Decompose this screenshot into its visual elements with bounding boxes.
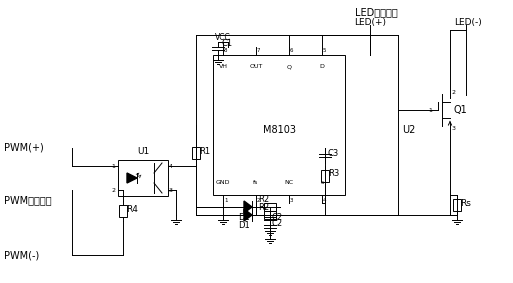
- Text: LED(+): LED(+): [354, 18, 386, 27]
- Bar: [119, 205, 127, 217]
- Bar: [264, 211, 276, 219]
- Text: C1: C1: [221, 40, 232, 48]
- Text: LED(-): LED(-): [454, 18, 482, 27]
- Text: C2: C2: [272, 213, 283, 222]
- Text: fs: fs: [253, 181, 259, 185]
- Text: 1: 1: [428, 108, 432, 113]
- Text: U2: U2: [402, 125, 416, 135]
- Text: 4: 4: [323, 198, 326, 203]
- Text: LED负载输出: LED负载输出: [355, 7, 398, 17]
- Text: VCC: VCC: [215, 33, 231, 42]
- Bar: [321, 170, 329, 182]
- Text: NC: NC: [284, 181, 293, 185]
- Text: 7: 7: [257, 48, 261, 53]
- Text: 3: 3: [290, 198, 293, 203]
- Bar: [453, 199, 461, 211]
- Text: Q: Q: [286, 65, 291, 70]
- Text: R3: R3: [328, 170, 339, 179]
- Text: VH: VH: [219, 65, 227, 70]
- Text: OUT: OUT: [249, 65, 263, 70]
- Text: Q1: Q1: [453, 105, 467, 115]
- Text: D: D: [320, 65, 324, 70]
- Text: GND: GND: [216, 181, 230, 185]
- Text: R4: R4: [126, 205, 138, 213]
- Text: C2: C2: [272, 220, 283, 228]
- Text: 2: 2: [257, 198, 261, 203]
- Text: U1: U1: [137, 147, 149, 156]
- Text: Rs: Rs: [460, 198, 471, 207]
- Text: PWM(-): PWM(-): [4, 250, 40, 260]
- Text: C3: C3: [327, 149, 338, 158]
- Polygon shape: [127, 173, 137, 183]
- Text: 1: 1: [224, 198, 227, 203]
- Text: 3: 3: [452, 125, 456, 130]
- Bar: [118, 160, 168, 196]
- Text: 4: 4: [169, 164, 173, 168]
- Bar: [264, 203, 276, 211]
- Text: R1: R1: [199, 147, 210, 155]
- Polygon shape: [244, 209, 252, 221]
- Polygon shape: [244, 201, 252, 213]
- Text: D1: D1: [238, 213, 250, 222]
- Bar: [213, 55, 345, 195]
- Text: R2: R2: [259, 203, 269, 211]
- Text: R2: R2: [259, 194, 269, 203]
- Bar: [192, 147, 200, 159]
- Text: 2: 2: [111, 188, 115, 192]
- Text: 1: 1: [111, 164, 115, 168]
- Text: D1: D1: [238, 220, 250, 230]
- Text: PWM(+): PWM(+): [4, 143, 44, 153]
- Text: 6: 6: [290, 48, 293, 53]
- Text: M8103: M8103: [263, 125, 295, 135]
- Text: 3: 3: [169, 188, 173, 192]
- Text: 5: 5: [323, 48, 326, 53]
- Text: 8: 8: [224, 48, 227, 53]
- Text: PWM信号输入: PWM信号输入: [4, 195, 52, 205]
- Text: 2: 2: [452, 89, 456, 95]
- Text: s: s: [321, 181, 324, 185]
